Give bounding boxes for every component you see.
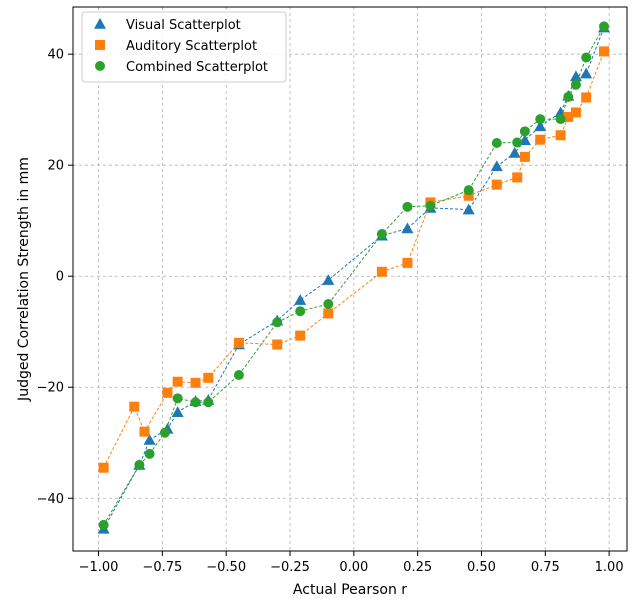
data-point bbox=[599, 21, 610, 32]
data-point bbox=[491, 179, 502, 190]
data-point bbox=[190, 397, 201, 408]
data-point bbox=[563, 91, 574, 102]
data-point bbox=[294, 294, 307, 305]
data-point bbox=[555, 130, 566, 141]
data-point bbox=[143, 433, 156, 445]
data-point bbox=[581, 52, 592, 63]
x-tick-label: 0.25 bbox=[403, 560, 432, 575]
data-point bbox=[233, 370, 244, 381]
data-point bbox=[98, 462, 109, 473]
data-point bbox=[162, 387, 173, 398]
data-point bbox=[172, 393, 183, 404]
data-point bbox=[425, 200, 436, 211]
plot-frame bbox=[72, 6, 628, 552]
x-tick-label: 0.00 bbox=[339, 560, 368, 575]
y-tick-label: 40 bbox=[47, 48, 64, 63]
data-point bbox=[376, 229, 387, 240]
y-tick-label: 0 bbox=[56, 270, 64, 285]
x-tick-label: 1.00 bbox=[595, 560, 624, 575]
data-point bbox=[323, 308, 334, 319]
data-point bbox=[519, 151, 530, 162]
legend-marker bbox=[95, 40, 105, 50]
legend-label: Auditory Scatterplot bbox=[126, 39, 257, 54]
data-point bbox=[535, 114, 546, 125]
data-point bbox=[534, 120, 547, 132]
data-point bbox=[402, 201, 413, 212]
data-point bbox=[569, 70, 582, 82]
data-point bbox=[581, 92, 592, 103]
data-point bbox=[463, 190, 474, 201]
data-point bbox=[323, 298, 334, 309]
series-circle bbox=[98, 21, 610, 530]
data-point bbox=[272, 339, 283, 350]
x-tick-label: −0.75 bbox=[142, 560, 182, 575]
data-point bbox=[295, 330, 306, 341]
legend-marker bbox=[94, 18, 106, 29]
y-tick-label: −40 bbox=[37, 492, 64, 507]
y-axis-ticks: −40 −20 0 20 40 bbox=[37, 48, 73, 507]
data-point bbox=[402, 257, 413, 268]
data-point bbox=[519, 126, 530, 137]
series-layer bbox=[97, 21, 611, 534]
x-tick-label: −1.00 bbox=[79, 560, 119, 575]
x-tick-label: −0.25 bbox=[270, 560, 310, 575]
data-point bbox=[159, 427, 170, 438]
data-point bbox=[139, 426, 150, 437]
y-axis-label: Judged Correlation Strength in mm bbox=[16, 157, 32, 402]
data-point bbox=[570, 79, 581, 90]
x-axis-label: Actual Pearson r bbox=[293, 582, 407, 598]
x-axis-ticks: −1.00 −0.75 −0.50 −0.25 0.00 0.25 0.50 0.75 1.00 bbox=[79, 551, 624, 575]
data-point bbox=[508, 146, 521, 158]
legend-label: Combined Scatterplot bbox=[126, 60, 268, 75]
data-point bbox=[129, 401, 140, 412]
y-tick-label: −20 bbox=[37, 381, 64, 396]
x-tick-label: 0.50 bbox=[467, 560, 496, 575]
data-point bbox=[272, 317, 283, 328]
data-point bbox=[570, 107, 581, 118]
data-point bbox=[580, 67, 593, 79]
data-point bbox=[376, 266, 387, 277]
legend-box bbox=[81, 11, 287, 83]
data-point bbox=[190, 377, 201, 388]
data-point bbox=[98, 519, 109, 530]
x-tick-label: 0.75 bbox=[531, 560, 560, 575]
data-point bbox=[535, 134, 546, 145]
data-point bbox=[322, 274, 335, 285]
data-point bbox=[144, 448, 155, 459]
data-point bbox=[491, 138, 502, 148]
data-point bbox=[134, 459, 145, 470]
data-point bbox=[171, 406, 184, 418]
data-point bbox=[563, 111, 574, 122]
data-point bbox=[462, 203, 475, 215]
legend-marker bbox=[95, 61, 105, 71]
y-tick-label: 20 bbox=[47, 159, 64, 174]
data-point bbox=[512, 137, 523, 148]
grid bbox=[73, 7, 627, 551]
data-point bbox=[599, 46, 610, 57]
data-point bbox=[203, 397, 214, 408]
data-point bbox=[172, 376, 183, 387]
data-point bbox=[203, 372, 214, 383]
data-point bbox=[401, 222, 414, 234]
data-point bbox=[490, 160, 503, 172]
data-point bbox=[233, 337, 244, 348]
legend: Visual Scatterplot Auditory Scatterplot Co… bbox=[81, 11, 287, 83]
data-point bbox=[295, 306, 306, 317]
x-tick-label: −0.50 bbox=[206, 560, 246, 575]
legend-label: Visual Scatterplot bbox=[126, 18, 241, 33]
data-point bbox=[555, 114, 566, 125]
data-point bbox=[512, 172, 523, 183]
data-point bbox=[463, 185, 474, 196]
